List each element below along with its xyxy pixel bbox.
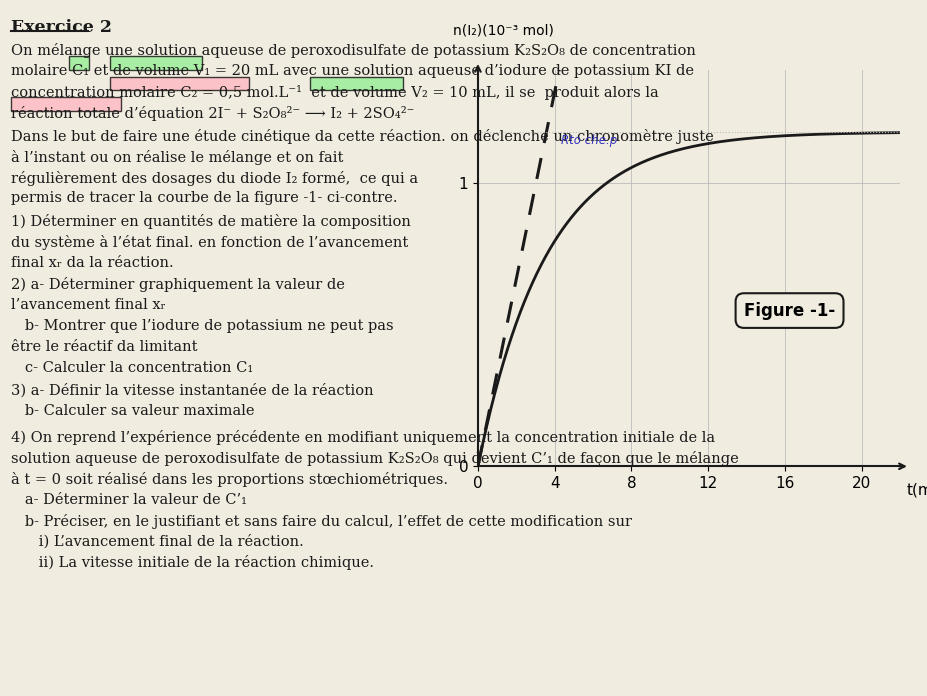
Text: c- Calculer la concentration C₁: c- Calculer la concentration C₁ (11, 361, 253, 374)
FancyBboxPatch shape (11, 97, 121, 111)
FancyBboxPatch shape (109, 77, 248, 90)
Text: final xᵣ da la réaction.: final xᵣ da la réaction. (11, 256, 173, 270)
Text: On mélange une solution aqueuse de peroxodisulfate de potassium K₂S₂O₈ de concen: On mélange une solution aqueuse de perox… (11, 43, 695, 58)
Text: l’avancement final xᵣ: l’avancement final xᵣ (11, 298, 166, 312)
Text: à l’instant ou on réalise le mélange et on fait: à l’instant ou on réalise le mélange et … (11, 150, 343, 165)
Text: réaction totale d’équation 2I⁻ + S₂O₈²⁻ ⟶ I₂ + 2SO₄²⁻: réaction totale d’équation 2I⁻ + S₂O₈²⁻ … (11, 106, 414, 121)
Text: 1) Déterminer en quantités de matière la composition: 1) Déterminer en quantités de matière la… (11, 214, 411, 230)
Text: molaire C₁ et de volume V₁ = 20 mL avec une solution aqueuse d’iodure de potassi: molaire C₁ et de volume V₁ = 20 mL avec … (11, 64, 693, 78)
Text: b- Montrer que l’iodure de potassium ne peut pas: b- Montrer que l’iodure de potassium ne … (11, 319, 393, 333)
Text: a- Déterminer la valeur de C’₁: a- Déterminer la valeur de C’₁ (11, 493, 247, 507)
Text: b- Préciser, en le justifiant et sans faire du calcul, l’effet de cette modifica: b- Préciser, en le justifiant et sans fa… (11, 514, 631, 529)
Text: n(I₂)(10⁻³ mol): n(I₂)(10⁻³ mol) (452, 24, 552, 38)
Text: 2) a- Déterminer graphiquement la valeur de: 2) a- Déterminer graphiquement la valeur… (11, 277, 345, 292)
Text: permis de tracer la courbe de la figure -1- ci-contre.: permis de tracer la courbe de la figure … (11, 191, 397, 205)
Text: t(min): t(min) (906, 482, 927, 497)
Text: 4) On reprend l’expérience précédente en modifiant uniquement la concentration i: 4) On reprend l’expérience précédente en… (11, 430, 715, 445)
Text: à t = 0 soit réalisé dans les proportions stœchiométriques.: à t = 0 soit réalisé dans les proportion… (11, 472, 448, 487)
Text: être le réactif da limitant: être le réactif da limitant (11, 340, 197, 354)
Text: Exercice 2: Exercice 2 (11, 19, 112, 36)
Text: Rto che.p: Rto che.p (561, 134, 617, 147)
Text: régulièrement des dosages du diode I₂ formé,  ce qui a: régulièrement des dosages du diode I₂ fo… (11, 171, 418, 186)
FancyBboxPatch shape (109, 56, 202, 70)
Text: concentration molaire C₂ = 0,5 mol.L⁻¹  et de volume V₂ = 10 mL, il se  produit : concentration molaire C₂ = 0,5 mol.L⁻¹ e… (11, 85, 658, 100)
Text: i) L’avancement final de la réaction.: i) L’avancement final de la réaction. (11, 535, 303, 549)
Text: solution aqueuse de peroxodisulfate de potassium K₂S₂O₈ qui devient C’₁ de façon: solution aqueuse de peroxodisulfate de p… (11, 451, 738, 466)
Text: b- Calculer sa valeur maximale: b- Calculer sa valeur maximale (11, 404, 254, 418)
Text: Figure -1-: Figure -1- (743, 301, 834, 319)
FancyBboxPatch shape (69, 56, 89, 70)
FancyBboxPatch shape (310, 77, 402, 90)
Text: ii) La vitesse initiale de la réaction chimique.: ii) La vitesse initiale de la réaction c… (11, 555, 374, 571)
Text: Dans le but de faire une étude cinétique da cette réaction. on déclenche un chro: Dans le but de faire une étude cinétique… (11, 129, 713, 144)
Text: 3) a- Définir la vitesse instantanée de la réaction: 3) a- Définir la vitesse instantanée de … (11, 383, 374, 398)
Text: du système à l’état final. en fonction de l’avancement: du système à l’état final. en fonction d… (11, 235, 408, 251)
